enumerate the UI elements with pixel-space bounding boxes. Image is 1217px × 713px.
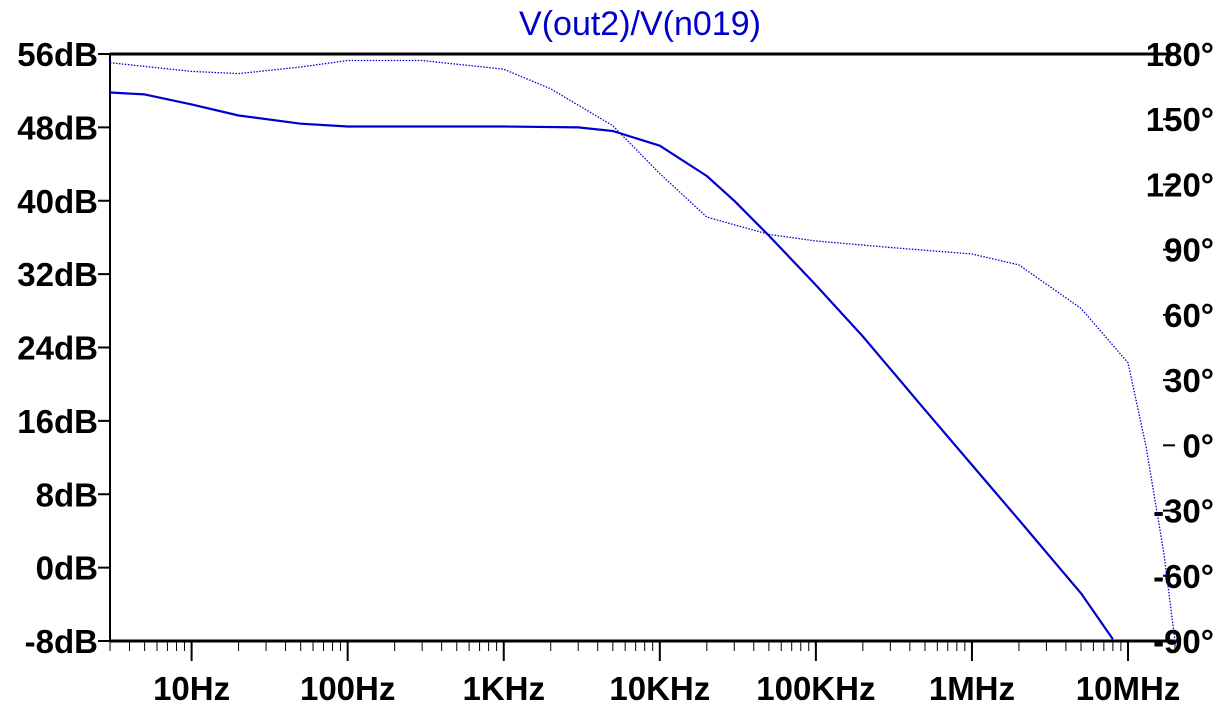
x-axis-ticks: 10Hz 100Hz 1KHz 10KHz 100KHz 1MHz 10MHz xyxy=(109,641,1181,707)
y-left-tick-label: -8dB xyxy=(25,623,98,660)
y-right-tick-label: -60° xyxy=(1153,558,1214,595)
x-tick-label: 10Hz xyxy=(153,670,230,707)
chart-title: V(out2)/V(n019) xyxy=(519,5,761,43)
y-right-tick-label: 150° xyxy=(1146,101,1214,138)
right-y-axis: 180° 150° 120° 90° 60° 30° 0° -30° -60° -90° xyxy=(1146,36,1214,660)
x-tick-label: 10MHz xyxy=(1076,670,1181,707)
y-right-tick-label: -90° xyxy=(1153,623,1214,660)
y-left-tick-label: 32dB xyxy=(17,256,98,293)
y-left-tick-label: 16dB xyxy=(17,403,98,440)
left-y-axis: 56dB 48dB 40dB 32dB 24dB 16dB 8dB 0dB -8dB xyxy=(17,36,110,660)
y-left-tick-label: 8dB xyxy=(36,476,98,513)
y-right-tick-label: -30° xyxy=(1153,493,1214,530)
y-left-tick-label: 40dB xyxy=(17,183,98,220)
x-tick-label: 100KHz xyxy=(756,670,875,707)
y-left-tick-label: 0dB xyxy=(36,550,98,587)
y-left-tick-label: 56dB xyxy=(17,36,98,73)
y-right-tick-label: 90° xyxy=(1164,232,1214,269)
x-tick-label: 1MHz xyxy=(929,670,1015,707)
series-layer xyxy=(109,59,1176,642)
phase-series-line xyxy=(109,59,1176,642)
magnitude-series-line xyxy=(109,91,1114,640)
y-right-tick-label: 180° xyxy=(1146,36,1214,73)
y-left-tick-label: 24dB xyxy=(17,330,98,367)
y-left-tick-label: 48dB xyxy=(17,109,98,146)
y-right-tick-label: 0° xyxy=(1182,427,1214,464)
x-tick-label: 10KHz xyxy=(609,670,710,707)
axes xyxy=(109,52,1175,643)
x-tick-label: 100Hz xyxy=(300,670,395,707)
y-right-tick-label: 120° xyxy=(1146,166,1214,203)
y-right-tick-label: 30° xyxy=(1164,362,1214,399)
y-right-tick-label: 60° xyxy=(1164,297,1214,334)
x-tick-label: 1KHz xyxy=(462,670,545,707)
